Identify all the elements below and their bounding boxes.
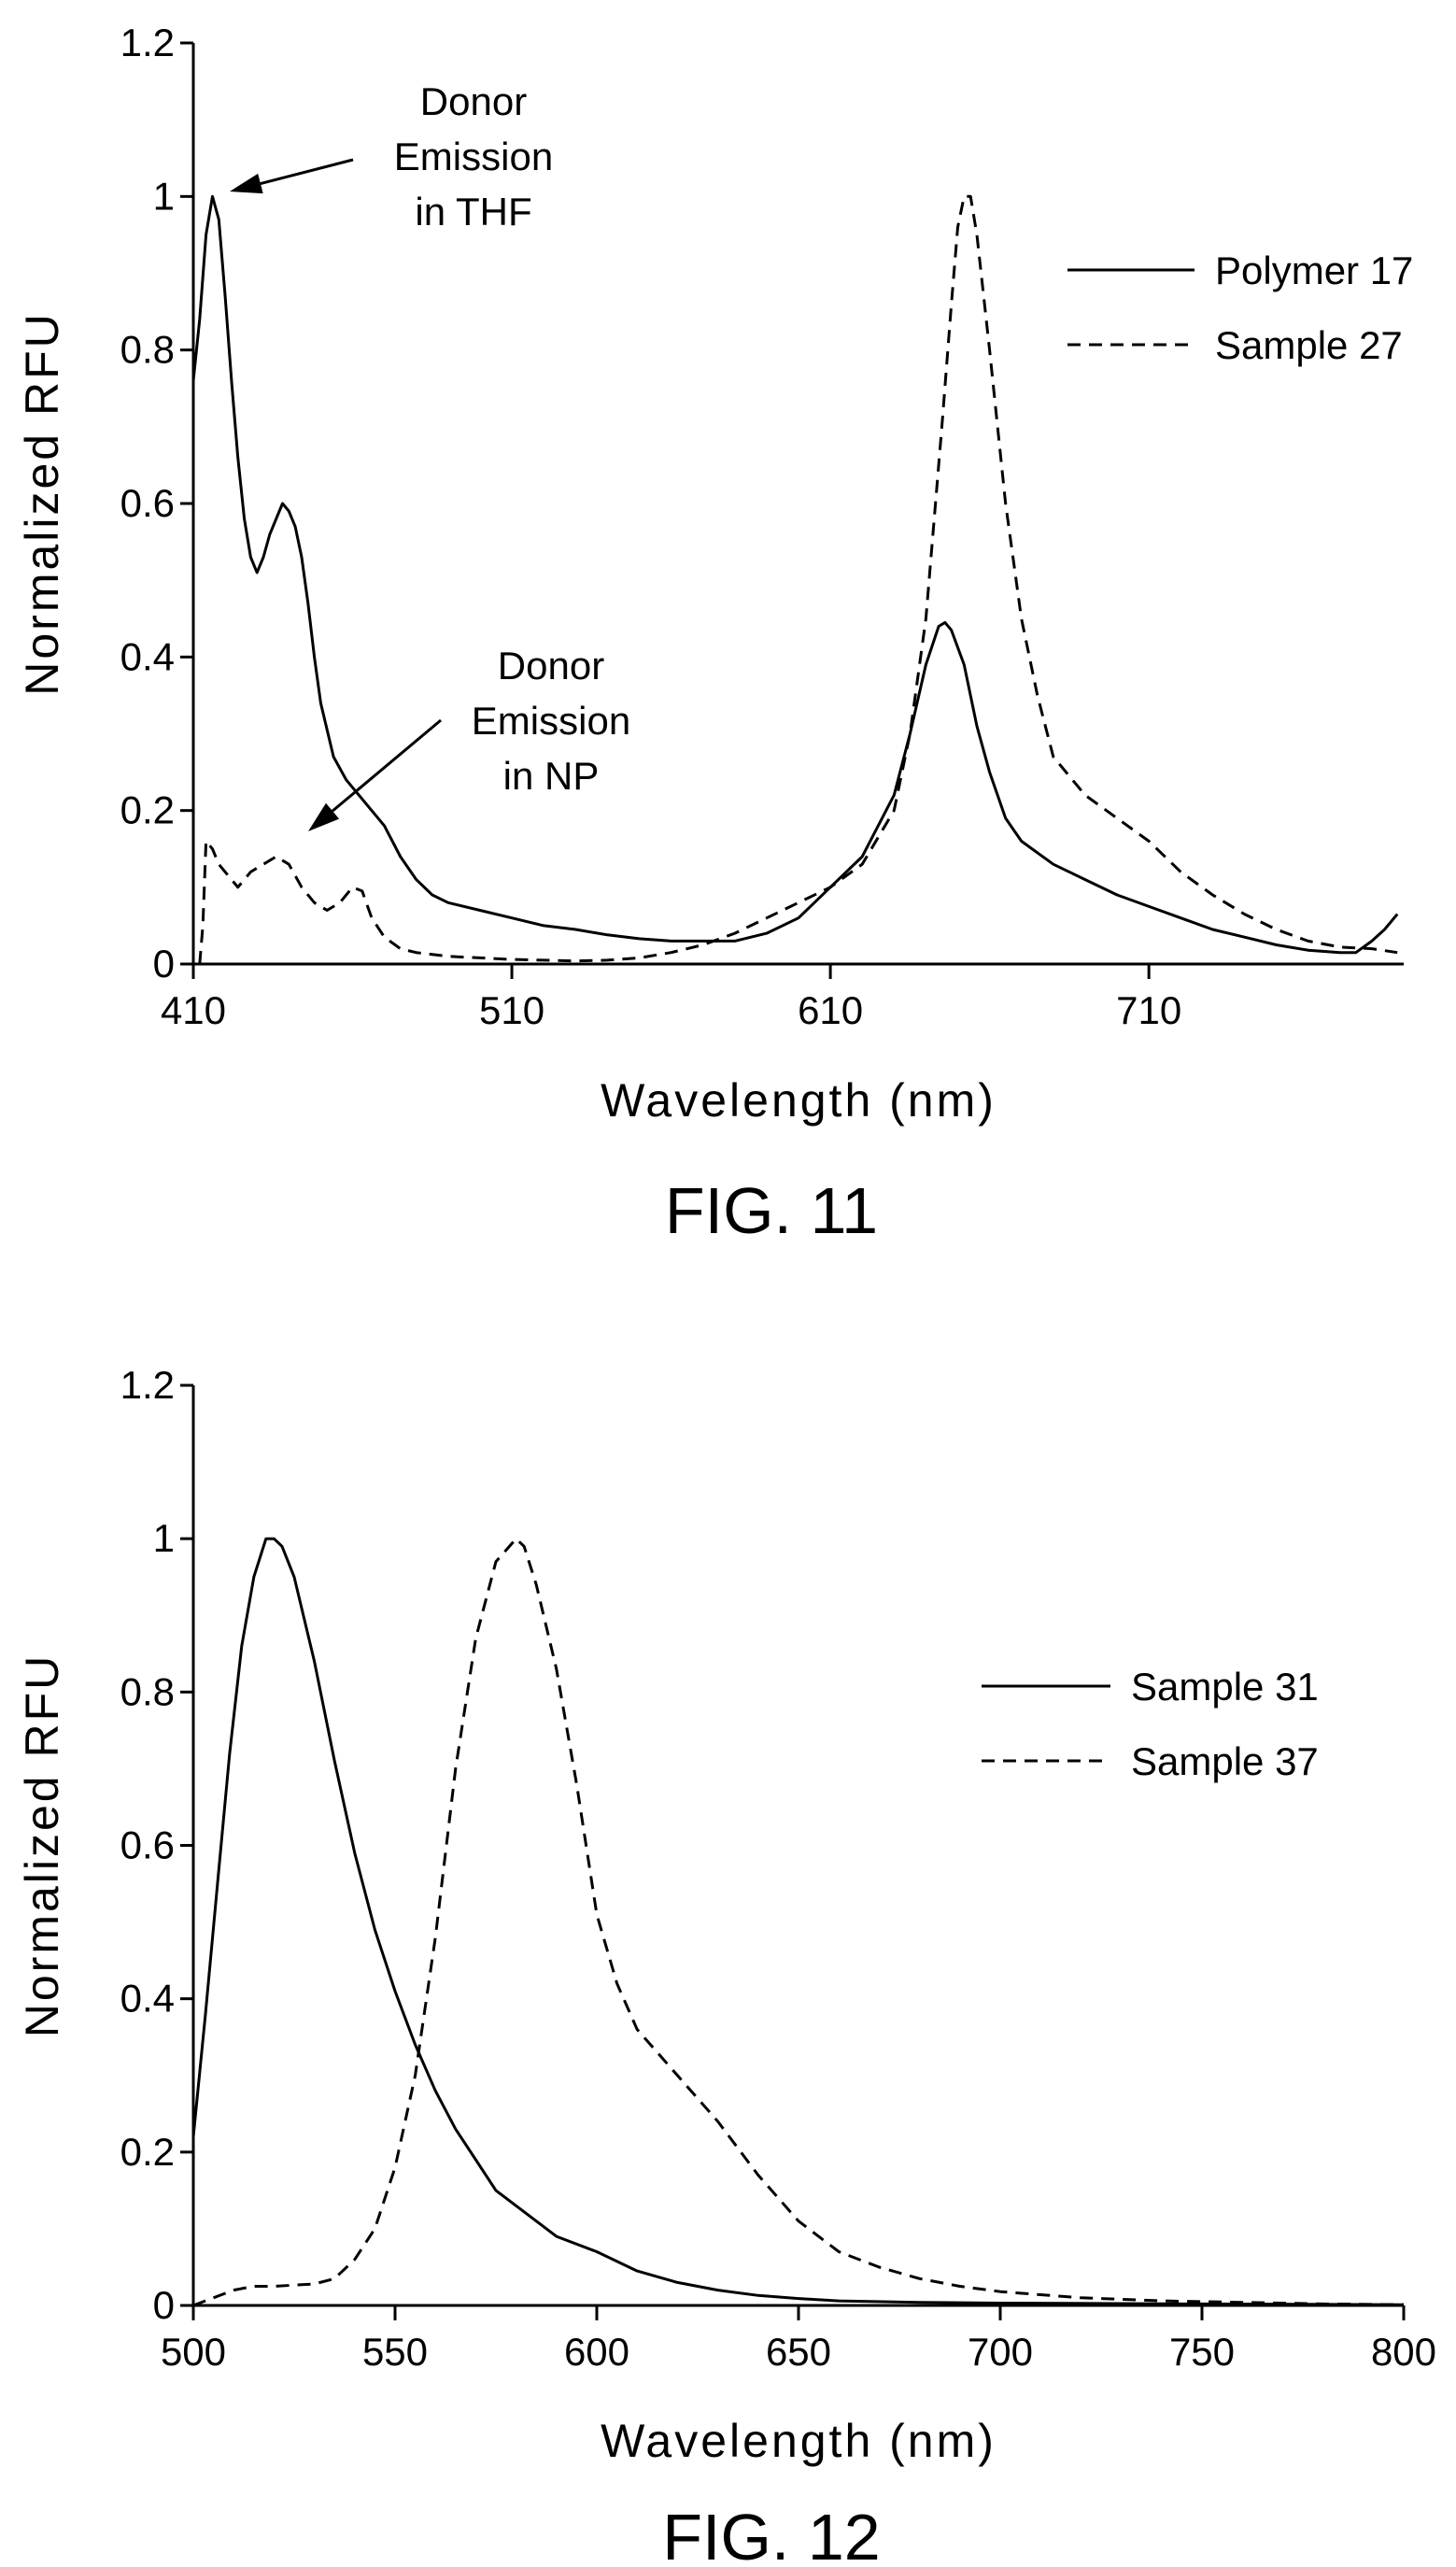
annotation-text: in THF bbox=[415, 190, 531, 234]
x-axis-title: Wavelength (nm) bbox=[601, 1074, 997, 1127]
y-tick-label: 0.2 bbox=[120, 788, 175, 832]
series-line-2 bbox=[198, 194, 1398, 965]
annotation: Donor Emission in THF bbox=[230, 79, 553, 234]
y-axis-title: Normalized RFU bbox=[16, 1653, 68, 2038]
fig-12-chart: 0 0.2 0.4 0.6 0.8 1 1.2 500 550 600 650 700 750 800 Wa… bbox=[16, 1363, 1436, 2567]
y-tick-label: 0.8 bbox=[120, 328, 175, 372]
series-line-1 bbox=[191, 194, 1399, 955]
x-tick-label: 710 bbox=[1116, 988, 1181, 1032]
x-tick-label: 750 bbox=[1169, 2330, 1235, 2374]
figure-caption: FIG. 11 bbox=[665, 1174, 878, 1247]
x-tick-label: 510 bbox=[479, 988, 544, 1032]
x-tick-label: 700 bbox=[968, 2330, 1033, 2374]
x-tick-label: 500 bbox=[161, 2330, 226, 2374]
y-tick-label: 0.2 bbox=[120, 2130, 175, 2174]
y-tick-label: 1.2 bbox=[120, 1363, 175, 1407]
x-tick-label: 410 bbox=[161, 988, 226, 1032]
legend-label: Sample 37 bbox=[1131, 1739, 1319, 1783]
legend-label: Sample 27 bbox=[1215, 323, 1403, 367]
y-tick-label: 1 bbox=[153, 1516, 175, 1560]
legend-label: Polymer 17 bbox=[1215, 248, 1413, 292]
x-axis-title: Wavelength (nm) bbox=[601, 2415, 997, 2467]
y-tick-label: 0 bbox=[153, 2283, 175, 2327]
legend-label: Sample 31 bbox=[1131, 1665, 1319, 1709]
legend: Polymer 17 Sample 27 bbox=[1067, 248, 1413, 367]
y-tick-label: 1 bbox=[153, 174, 175, 218]
annotation-text: Donor bbox=[498, 644, 604, 688]
legend: Sample 31 Sample 37 bbox=[982, 1665, 1319, 1783]
annotation-text: Emission bbox=[472, 699, 630, 743]
annotation-text: Emission bbox=[394, 135, 553, 178]
x-tick-label: 600 bbox=[564, 2330, 629, 2374]
annotation-arrow bbox=[260, 158, 354, 185]
y-tick-label: 1.2 bbox=[120, 21, 175, 64]
fig-11-chart: 0 0.2 0.4 0.6 0.8 1 1.2 410 510 610 710 Wavelength … bbox=[16, 21, 1413, 1247]
y-tick-label: 0.4 bbox=[120, 634, 175, 678]
annotation-text: Donor bbox=[420, 79, 527, 123]
x-tick-label: 800 bbox=[1371, 2330, 1436, 2374]
y-tick-label: 0.6 bbox=[120, 1823, 175, 1867]
annotation: Donor Emission in NP bbox=[308, 644, 630, 831]
y-tick-label: 0 bbox=[153, 942, 175, 986]
x-tick-label: 610 bbox=[798, 988, 863, 1032]
y-axis-title: Normalized RFU bbox=[16, 311, 68, 696]
arrowhead bbox=[308, 802, 340, 831]
series-line-2 bbox=[192, 1537, 1405, 2307]
x-tick-label: 550 bbox=[362, 2330, 428, 2374]
x-tick-label: 650 bbox=[766, 2330, 831, 2374]
y-tick-label: 0.8 bbox=[120, 1669, 175, 1713]
annotation-arrow bbox=[332, 718, 442, 813]
arrowhead bbox=[230, 173, 263, 194]
y-tick-label: 0.4 bbox=[120, 1977, 175, 2021]
annotation-text: in NP bbox=[503, 754, 600, 798]
figure-caption: FIG. 12 bbox=[662, 2501, 880, 2567]
y-tick-label: 0.6 bbox=[120, 481, 175, 525]
series-line-1 bbox=[191, 1537, 1405, 2306]
